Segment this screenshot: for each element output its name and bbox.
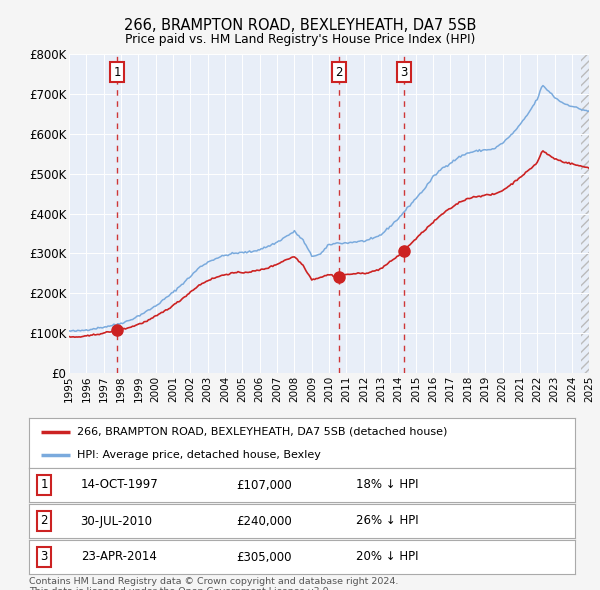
Text: Price paid vs. HM Land Registry's House Price Index (HPI): Price paid vs. HM Land Registry's House … xyxy=(125,33,475,46)
Text: Contains HM Land Registry data © Crown copyright and database right 2024.
This d: Contains HM Land Registry data © Crown c… xyxy=(29,577,398,590)
Text: 1: 1 xyxy=(40,478,48,491)
Text: 18% ↓ HPI: 18% ↓ HPI xyxy=(356,478,419,491)
Text: 3: 3 xyxy=(400,65,407,78)
Text: 266, BRAMPTON ROAD, BEXLEYHEATH, DA7 5SB: 266, BRAMPTON ROAD, BEXLEYHEATH, DA7 5SB xyxy=(124,18,476,33)
Text: £305,000: £305,000 xyxy=(236,550,292,563)
Text: 1: 1 xyxy=(113,65,121,78)
Text: HPI: Average price, detached house, Bexley: HPI: Average price, detached house, Bexl… xyxy=(77,450,321,460)
Text: 14-OCT-1997: 14-OCT-1997 xyxy=(80,478,158,491)
Text: 20% ↓ HPI: 20% ↓ HPI xyxy=(356,550,419,563)
Text: £107,000: £107,000 xyxy=(236,478,292,491)
Text: 3: 3 xyxy=(40,550,48,563)
Text: 26% ↓ HPI: 26% ↓ HPI xyxy=(356,514,419,527)
Text: 266, BRAMPTON ROAD, BEXLEYHEATH, DA7 5SB (detached house): 266, BRAMPTON ROAD, BEXLEYHEATH, DA7 5SB… xyxy=(77,427,447,437)
Text: 23-APR-2014: 23-APR-2014 xyxy=(80,550,157,563)
Text: 30-JUL-2010: 30-JUL-2010 xyxy=(80,514,152,527)
Text: 2: 2 xyxy=(335,65,343,78)
Text: £240,000: £240,000 xyxy=(236,514,292,527)
Text: 2: 2 xyxy=(40,514,48,527)
